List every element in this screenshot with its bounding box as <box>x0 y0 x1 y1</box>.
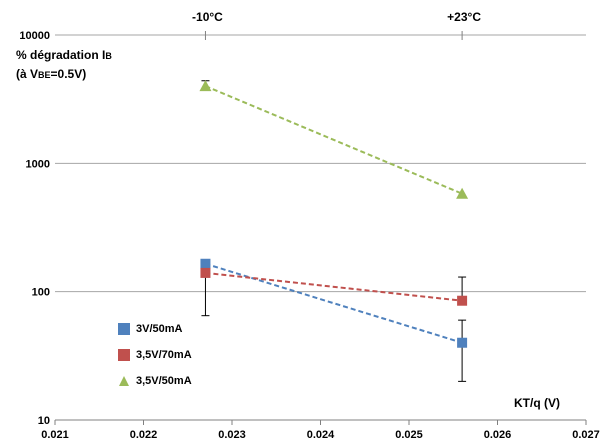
x-tick-label: 0.027 <box>572 429 600 441</box>
x-tick-label: 0.026 <box>484 429 512 441</box>
series-line <box>205 262 463 344</box>
data-point <box>457 337 468 348</box>
data-point <box>456 187 469 199</box>
axes <box>54 419 587 425</box>
legend: 3V/50mA 3,5V/70mA 3,5V/50mA <box>118 316 192 394</box>
legend-label: 3,5V/50mA <box>136 375 192 387</box>
y-axis-label: % dégradation IB (à VBE=0.5V) <box>16 48 112 81</box>
temperature-annotation: +23°C <box>447 10 481 24</box>
data-point <box>200 258 211 269</box>
top-annotations: -10°C +23°C <box>192 10 481 40</box>
y-tick-label: 1000 <box>26 158 50 170</box>
y-tick-label: 10 <box>38 415 50 427</box>
data-point <box>457 295 468 306</box>
series-3-5v-70ma <box>200 267 468 317</box>
x-axis-label: KT/q (V) <box>514 396 560 410</box>
legend-marker-triangle-icon <box>119 376 129 386</box>
x-tick-label: 0.023 <box>218 429 246 441</box>
y-tick-label: 100 <box>32 287 50 299</box>
x-tick-label: 0.024 <box>307 429 335 441</box>
data-point <box>199 80 212 92</box>
legend-item-3-5v-70ma: 3,5V/70mA <box>118 342 192 368</box>
x-tick-label: 0.022 <box>130 429 158 441</box>
legend-item-3-5v-50ma: 3,5V/50mA <box>118 368 192 394</box>
legend-label: 3V/50mA <box>136 323 183 335</box>
series-3-5v-50ma <box>199 80 469 199</box>
plot-area <box>199 80 469 382</box>
series-line <box>205 85 463 195</box>
tick-labels: 10 100 1000 10000 0.021 0.022 0.023 0.024 0.025 0… <box>19 30 599 441</box>
data-point <box>200 267 211 278</box>
legend-item-3v-50ma: 3V/50mA <box>118 316 192 342</box>
legend-marker-square-icon <box>118 349 130 361</box>
x-tick-label: 0.021 <box>41 429 69 441</box>
x-tick-label: 0.025 <box>395 429 423 441</box>
legend-label: 3,5V/70mA <box>136 349 192 361</box>
y-tick-label: 10000 <box>19 30 50 42</box>
series-line <box>205 271 463 302</box>
temperature-annotation: -10°C <box>192 10 223 24</box>
legend-marker-square-icon <box>118 323 130 335</box>
